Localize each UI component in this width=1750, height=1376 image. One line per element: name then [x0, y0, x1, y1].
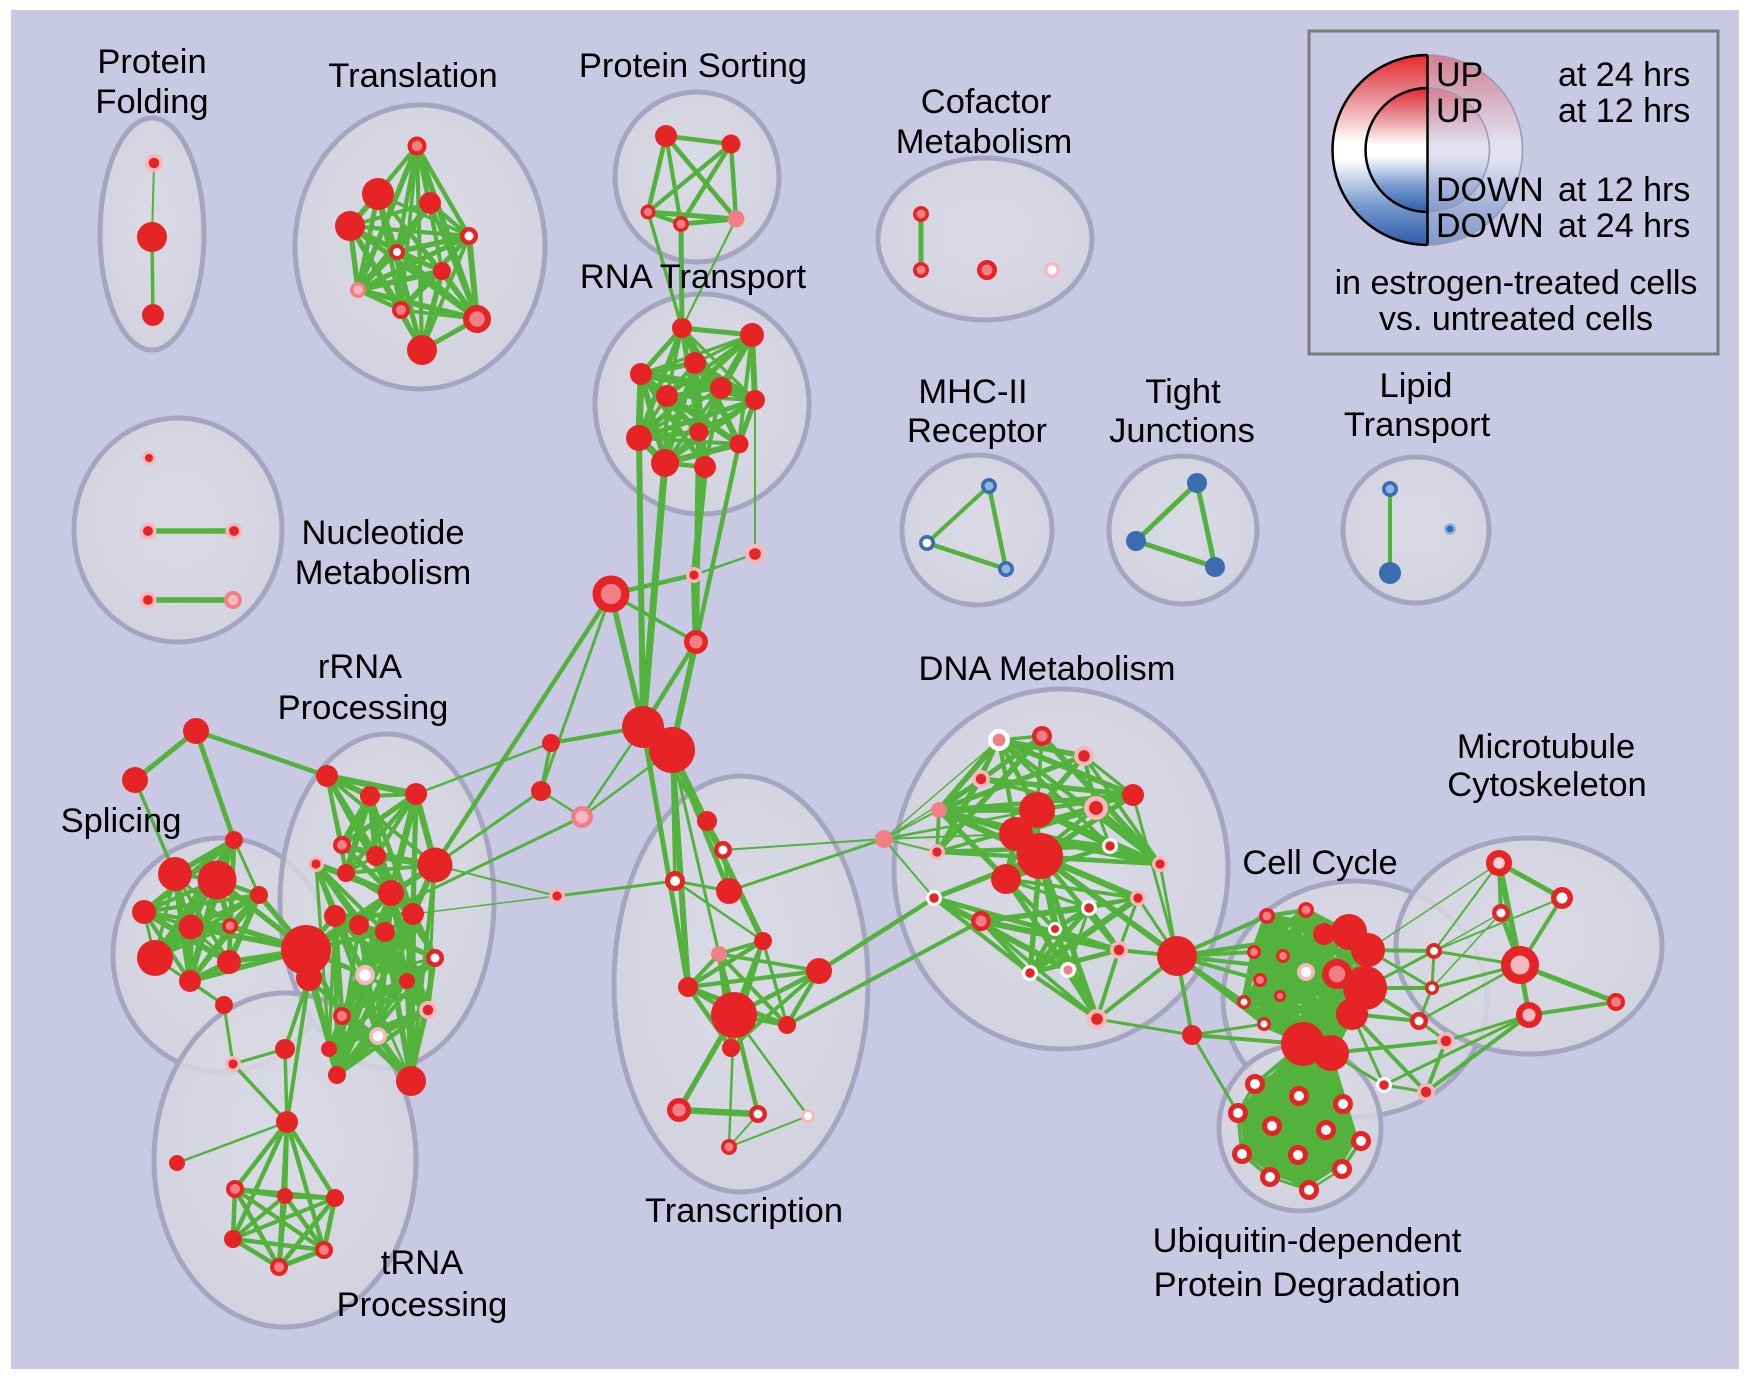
- svg-text:in estrogen-treated cells: in estrogen-treated cells: [1335, 264, 1698, 302]
- svg-text:UP: UP: [1436, 92, 1483, 130]
- svg-text:Transcription: Transcription: [645, 1192, 843, 1230]
- svg-text:Processing: Processing: [337, 1286, 508, 1324]
- svg-text:RNA Transport: RNA Transport: [580, 258, 807, 296]
- svg-text:UP: UP: [1436, 56, 1483, 94]
- svg-text:Protein Sorting: Protein Sorting: [579, 47, 807, 85]
- svg-text:Protein: Protein: [97, 43, 206, 81]
- svg-text:vs. untreated cells: vs. untreated cells: [1379, 300, 1653, 338]
- svg-text:DNA Metabolism: DNA Metabolism: [919, 650, 1176, 688]
- svg-text:at 12 hrs: at 12 hrs: [1558, 92, 1690, 130]
- svg-text:Nucleotide: Nucleotide: [301, 514, 464, 552]
- svg-text:Receptor: Receptor: [907, 412, 1047, 450]
- svg-text:Processing: Processing: [278, 689, 449, 727]
- svg-text:Splicing: Splicing: [61, 802, 182, 840]
- svg-text:tRNA: tRNA: [381, 1244, 463, 1282]
- svg-text:Ubiquitin-dependent: Ubiquitin-dependent: [1153, 1222, 1462, 1260]
- svg-text:at 24 hrs: at 24 hrs: [1558, 56, 1690, 94]
- svg-text:rRNA: rRNA: [318, 648, 402, 686]
- svg-text:MHC-II: MHC-II: [918, 373, 1027, 411]
- svg-text:Protein Degradation: Protein Degradation: [1154, 1266, 1461, 1304]
- svg-text:Transport: Transport: [1344, 406, 1491, 444]
- svg-text:at 12 hrs: at 12 hrs: [1558, 171, 1690, 209]
- svg-text:Metabolism: Metabolism: [295, 554, 471, 592]
- svg-text:Junctions: Junctions: [1109, 412, 1255, 450]
- svg-text:at 24 hrs: at 24 hrs: [1558, 207, 1690, 245]
- svg-text:Folding: Folding: [95, 83, 208, 121]
- svg-text:Lipid: Lipid: [1380, 367, 1453, 405]
- svg-text:Microtubule: Microtubule: [1457, 728, 1635, 766]
- svg-text:Metabolism: Metabolism: [896, 123, 1072, 161]
- svg-text:Tight: Tight: [1145, 373, 1221, 411]
- svg-text:DOWN: DOWN: [1436, 171, 1544, 209]
- svg-text:Cofactor: Cofactor: [921, 83, 1051, 121]
- svg-text:Cytoskeleton: Cytoskeleton: [1447, 766, 1646, 804]
- svg-text:Cell Cycle: Cell Cycle: [1242, 844, 1397, 882]
- svg-text:DOWN: DOWN: [1436, 207, 1544, 245]
- svg-text:Translation: Translation: [328, 57, 497, 95]
